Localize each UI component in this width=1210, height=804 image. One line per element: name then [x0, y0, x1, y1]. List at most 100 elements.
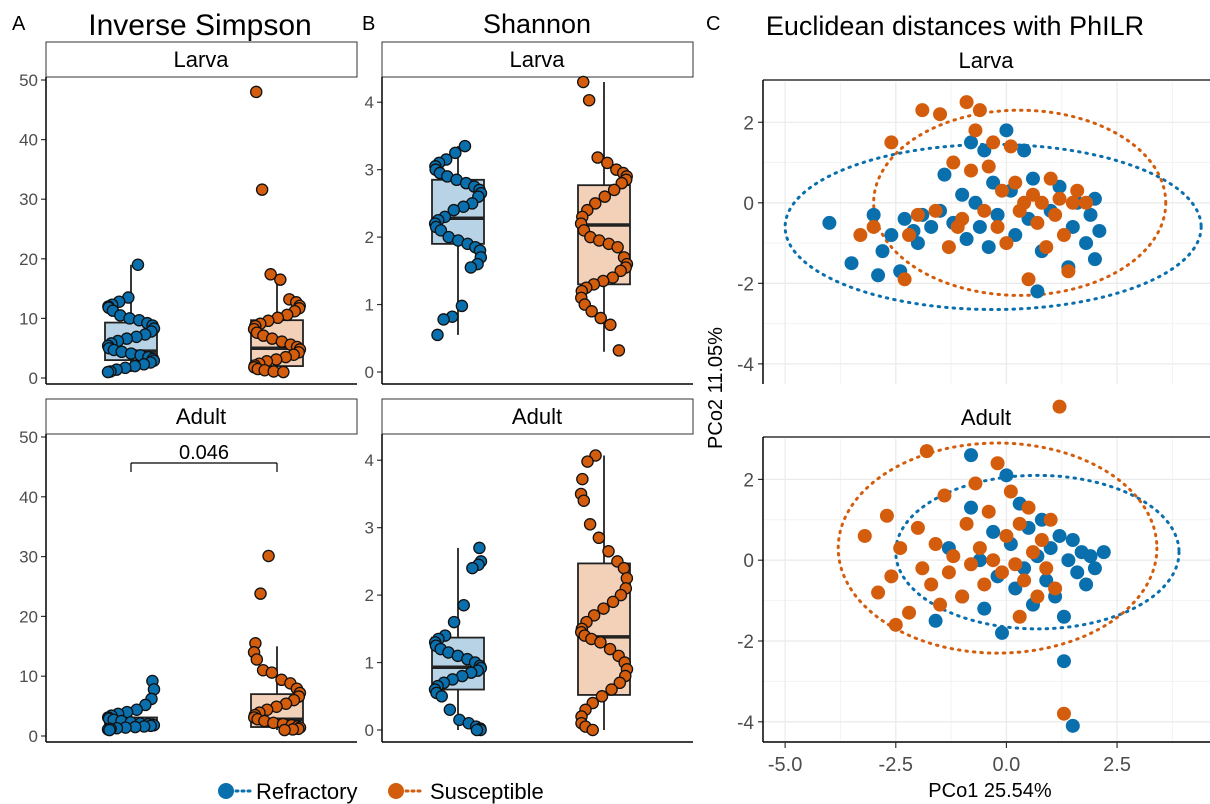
point-b-adult-susceptible-2: [576, 472, 589, 486]
point-b-adult-susceptible-5: [583, 518, 597, 531]
scatter-point-larva-susceptible-19: [999, 236, 1014, 251]
ellipse-adult-susceptible: [836, 441, 1159, 655]
point-a-adult-susceptible-6: [265, 666, 279, 679]
point-a-adult-susceptible-0: [262, 549, 275, 563]
scatter-point-larva-susceptible-37: [897, 272, 912, 287]
y-tick-label-b-larva-2: 2: [365, 228, 374, 247]
y-tick-label-a-larva-4: 40: [19, 131, 38, 150]
scatter-point-adult-susceptible-35: [1048, 581, 1063, 596]
scatter-point-larva-refractory-25: [1008, 228, 1023, 243]
scatter-point-larva-susceptible-23: [1017, 195, 1032, 210]
scatter-point-larva-refractory-6: [897, 211, 912, 226]
point-b-larva-refractory-29: [464, 261, 478, 274]
scatter-point-larva-susceptible-27: [1034, 195, 1049, 210]
y-tick-label-b-adult-0: 0: [365, 721, 374, 740]
scatter-point-larva-susceptible-24: [1021, 272, 1036, 287]
scatter-point-adult-susceptible-37: [1056, 706, 1071, 721]
y-tick-label-c-larva-1: -2: [737, 274, 754, 295]
panel-philr: Larva -4 -2 0 2 Adult -4 -2 0 2 -5.0 -2.5 0.0 2.5…: [705, 43, 1210, 802]
scatter-point-adult-susceptible-6: [910, 520, 925, 535]
y-tick-label-a-larva-0: 0: [29, 369, 38, 388]
scatter-point-adult-susceptible-4: [893, 541, 908, 556]
point-b-larva-susceptible-19: [611, 240, 624, 254]
point-a-larva-susceptible-33: [277, 365, 290, 379]
point-b-adult-susceptible-22: [603, 642, 617, 656]
scatter-point-larva-susceptible-17: [990, 219, 1005, 234]
title-philr: Euclidean distances with PhILR: [766, 11, 1144, 41]
y-tick-label-b-adult-1: 1: [365, 654, 374, 673]
scatter-point-adult-susceptible-21: [986, 553, 1001, 568]
point-b-adult-susceptible-21: [594, 636, 607, 649]
scatter-point-larva-refractory-38: [1087, 252, 1102, 267]
x-tick-label-c-1: -2.5: [879, 754, 913, 776]
point-b-larva-susceptible-10: [598, 190, 612, 203]
point-b-adult-refractory-0: [473, 541, 486, 555]
point-b-adult-susceptible-12: [614, 588, 628, 602]
y-tick-label-a-adult-0: 0: [29, 727, 38, 746]
scatter-point-larva-refractory-21: [986, 175, 1001, 190]
point-b-larva-susceptible-0: [576, 75, 590, 89]
scatter-point-adult-susceptible-16: [964, 557, 979, 572]
scatter-point-larva-susceptible-1: [866, 219, 881, 234]
scatter-point-larva-susceptible-5: [928, 203, 943, 218]
scatter-point-adult-susceptible-17: [968, 476, 983, 491]
scatter-point-larva-susceptible-2: [884, 135, 899, 150]
scatter-point-adult-susceptible-8: [919, 444, 934, 459]
scatter-point-larva-susceptible-3: [902, 228, 917, 243]
scatter-point-larva-susceptible-10: [959, 95, 974, 110]
scatter-point-larva-susceptible-21: [1008, 175, 1023, 190]
y-tick-label-b-larva-3: 3: [365, 161, 374, 180]
scatter-point-adult-refractory-18: [1043, 541, 1058, 556]
legend-label-susceptible: Susceptible: [430, 779, 544, 804]
y-tick-label-c-adult-0: -4: [737, 713, 754, 734]
y-tick-label-b-larva-0: 0: [365, 363, 374, 382]
scatter-point-larva-refractory-22: [990, 207, 1005, 222]
scatter-point-adult-susceptible-19: [977, 577, 992, 592]
point-b-adult-susceptible-6: [592, 531, 606, 545]
scatter-point-larva-refractory-39: [1092, 223, 1107, 238]
scatter-point-adult-susceptible-11: [937, 488, 952, 503]
point-a-larva-susceptible-2: [264, 268, 277, 281]
scatter-point-larva-refractory-28: [1025, 171, 1040, 186]
scatter-point-adult-refractory-29: [1096, 545, 1111, 560]
scatter-point-larva-susceptible-4: [915, 103, 930, 118]
scatter-point-adult-refractory-8: [999, 468, 1014, 483]
scatter-point-adult-susceptible-7: [915, 561, 930, 576]
strip-label-larva-a: Larva: [173, 47, 229, 72]
scatter-point-larva-susceptible-16: [986, 135, 1001, 150]
scatter-point-adult-refractory-30: [1056, 654, 1071, 669]
scatter-point-adult-susceptible-23: [994, 565, 1009, 580]
scatter-point-adult-susceptible-12: [941, 565, 956, 580]
scatter-point-adult-susceptible-25: [1003, 484, 1018, 499]
scatter-point-adult-susceptible-30: [1025, 545, 1040, 560]
y-tick-label-a-adult-3: 30: [19, 548, 38, 567]
scatter-point-adult-susceptible-15: [959, 516, 974, 531]
scatter-point-larva-susceptible-31: [1052, 191, 1067, 206]
scatter-point-adult-refractory-17: [1039, 573, 1054, 588]
point-b-adult-refractory-26: [443, 703, 457, 717]
scatter-point-larva-refractory-41: [871, 268, 886, 283]
scatter-point-adult-susceptible-14: [955, 589, 970, 604]
point-b-adult-susceptible-7: [602, 545, 615, 558]
scatter-point-adult-susceptible-39: [933, 597, 948, 612]
scatter-point-adult-refractory-5: [977, 601, 992, 616]
y-tick-label-b-adult-4: 4: [365, 451, 374, 470]
scatter-point-adult-refractory-32: [994, 625, 1009, 640]
scatter-point-larva-refractory-36: [1083, 207, 1098, 222]
scatter-point-larva-refractory-35: [1079, 236, 1094, 251]
scatter-point-adult-refractory-3: [964, 500, 979, 515]
point-b-adult-susceptible-4: [577, 494, 591, 507]
scatter-point-adult-susceptible-5: [902, 605, 917, 620]
scatter-point-adult-refractory-26: [1079, 577, 1094, 592]
scatter-point-larva-refractory-10: [924, 219, 939, 234]
scatter-point-larva-susceptible-26: [1030, 215, 1045, 230]
scatter-point-larva-susceptible-32: [1056, 228, 1071, 243]
strip-label-larva-c: Larva: [958, 48, 1014, 73]
y-tick-label-a-adult-5: 50: [19, 428, 38, 447]
scatter-point-larva-susceptible-36: [1079, 195, 1094, 210]
scatter-point-adult-susceptible-3: [884, 569, 899, 584]
point-b-larva-susceptible-1: [582, 93, 596, 107]
legend-dot-refractory: [218, 783, 234, 799]
point-b-adult-susceptible-1: [581, 455, 594, 468]
